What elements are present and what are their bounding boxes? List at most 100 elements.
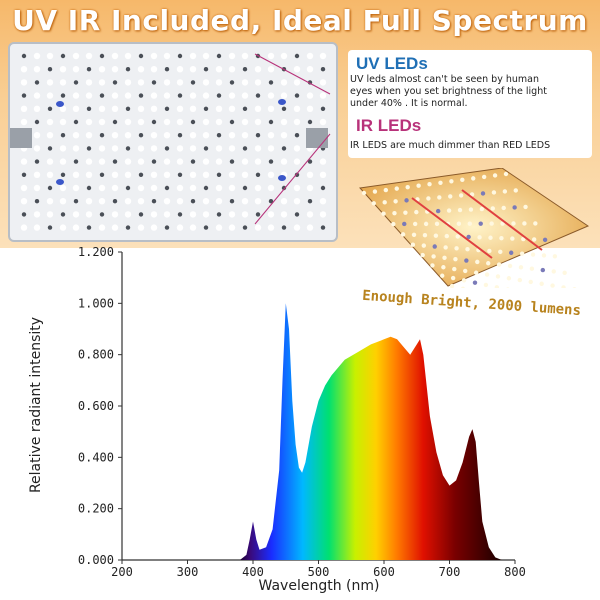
led-dot <box>216 53 222 59</box>
led-dot <box>125 185 131 191</box>
led-dot <box>202 132 210 139</box>
led-dot <box>471 176 476 181</box>
led-dot <box>465 246 470 252</box>
led-dot <box>138 212 144 217</box>
led-dot <box>20 224 28 231</box>
led-dot <box>433 233 439 238</box>
led-dot <box>228 52 236 60</box>
led-dot <box>306 211 314 218</box>
led-dot <box>111 184 119 192</box>
led-dot <box>99 133 105 138</box>
led-dot <box>487 248 492 254</box>
led-dot <box>21 212 27 217</box>
led-dot <box>431 254 436 259</box>
led-dot <box>228 105 236 112</box>
led-dot <box>59 198 67 205</box>
led-dot <box>86 225 92 230</box>
red-led-strip <box>461 189 543 251</box>
led-dot <box>241 79 249 86</box>
led-dot <box>34 80 40 85</box>
led-dot <box>150 92 158 99</box>
led-dot <box>484 272 490 277</box>
led-dot <box>268 80 274 85</box>
led-dot <box>501 205 506 211</box>
led-dot <box>202 118 210 126</box>
led-dot <box>254 145 262 152</box>
led-dot <box>163 132 171 139</box>
led-dot <box>229 119 235 125</box>
led-dot <box>423 221 429 227</box>
led-dot <box>125 106 131 111</box>
led-dot <box>98 158 106 165</box>
led-dot <box>189 105 197 112</box>
led-dot <box>372 189 378 194</box>
led-dot <box>394 186 399 191</box>
led-dot <box>72 132 80 139</box>
led-dot <box>255 172 261 177</box>
led-dot <box>86 67 92 72</box>
led-dot <box>72 145 80 152</box>
led-dot <box>293 66 301 73</box>
led-dot <box>319 198 327 205</box>
led-dot <box>320 106 326 111</box>
led-dot <box>189 52 197 60</box>
led-dot <box>138 93 144 98</box>
led-dot <box>60 93 66 98</box>
led-dot <box>138 133 144 138</box>
led-dot <box>512 205 517 210</box>
led-dot <box>281 106 287 111</box>
led-dot <box>492 173 498 178</box>
led-dot <box>481 174 487 180</box>
led-dot <box>293 224 301 231</box>
led-dot <box>448 194 453 199</box>
led-dot <box>137 158 145 165</box>
led-dot <box>215 145 223 152</box>
led-dot <box>454 246 459 251</box>
led-dot <box>137 118 145 126</box>
led-dot <box>268 119 274 125</box>
led-dot <box>189 184 197 192</box>
led-dot <box>422 233 428 238</box>
led-dot <box>383 187 389 193</box>
led-dot <box>444 233 450 239</box>
pointer-line <box>254 133 331 225</box>
led-dot <box>228 66 236 73</box>
led-dot <box>72 105 80 112</box>
led-dot <box>458 193 464 198</box>
led-dot <box>427 182 432 187</box>
led-dot <box>125 67 131 72</box>
led-dot <box>541 253 547 258</box>
led-dot <box>60 212 66 217</box>
led-dot <box>242 185 248 191</box>
uv-leds-description: UV leds almost can't be seen by human ey… <box>350 74 590 110</box>
led-dot <box>457 207 463 213</box>
led-dot <box>72 184 80 192</box>
led-dot <box>99 172 105 177</box>
led-dot <box>46 79 54 86</box>
led-dot <box>47 225 53 230</box>
led-dot <box>319 211 327 218</box>
led-dot <box>254 118 262 126</box>
led-dot <box>319 52 327 60</box>
y-tick-label: 0.400 <box>78 450 114 464</box>
led-dot <box>486 261 491 266</box>
led-dot <box>60 133 66 138</box>
uv-text-line: under 40% . It is normal. <box>350 98 468 109</box>
y-axis-label: Relative radiant intensity <box>28 317 44 493</box>
led-dot <box>241 171 249 178</box>
led-dot <box>59 66 67 73</box>
x-axis-label: Wavelength (nm) <box>259 578 380 594</box>
led-dot <box>47 185 53 191</box>
led-dot <box>562 270 567 275</box>
led-dot <box>456 221 462 226</box>
led-dot <box>228 145 236 152</box>
led-dot <box>72 171 80 178</box>
led-dot <box>20 79 28 86</box>
led-dot <box>163 158 171 165</box>
led-dot <box>124 171 132 178</box>
led-dot <box>518 265 524 270</box>
led-dot <box>215 66 223 73</box>
led-dot <box>112 80 118 85</box>
led-dot <box>464 258 469 263</box>
led-dot <box>46 92 54 99</box>
